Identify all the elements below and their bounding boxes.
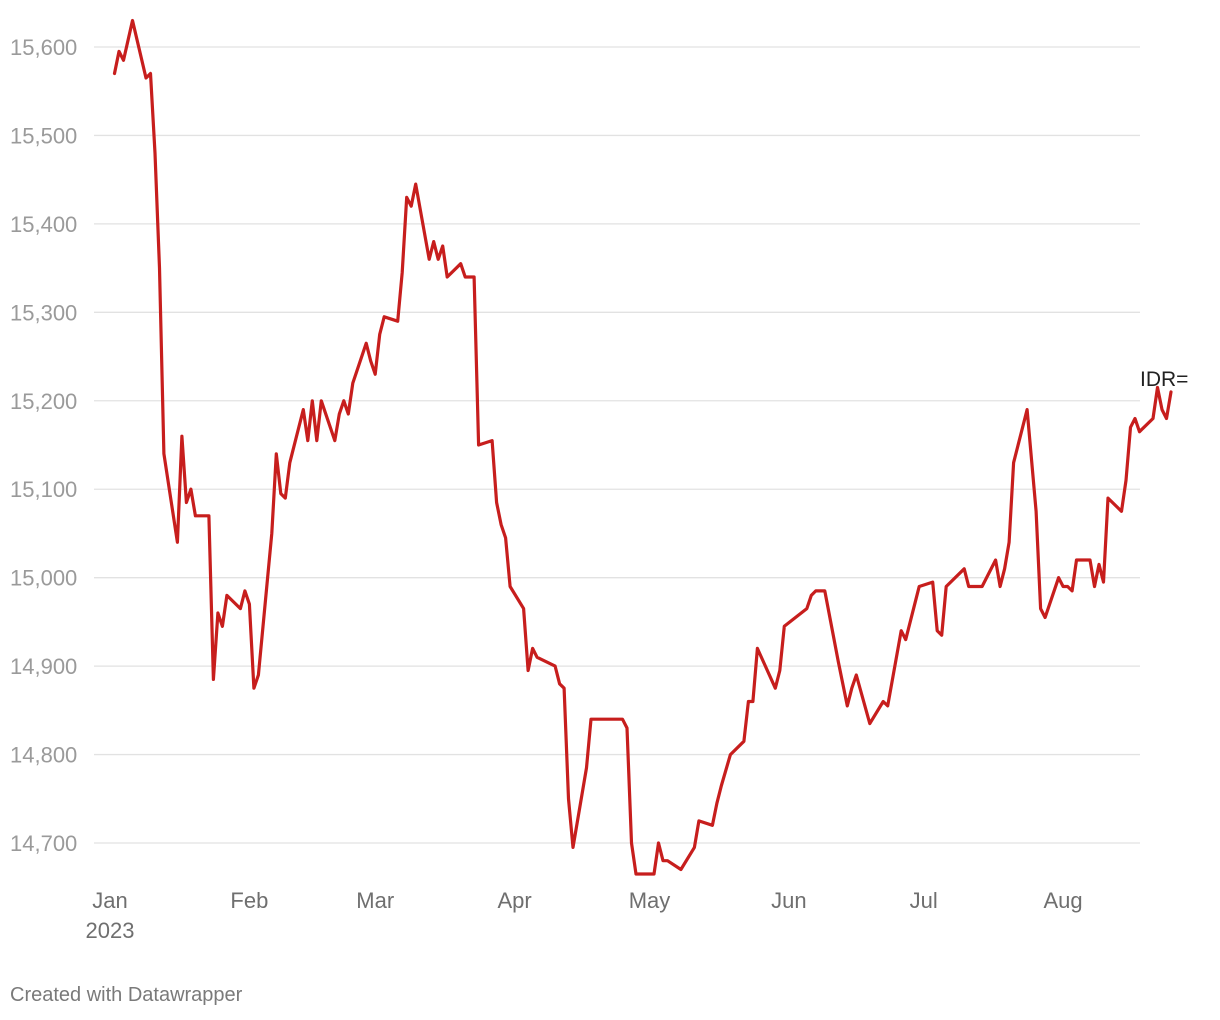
gridlines xyxy=(94,46,1140,844)
x-tick-label: Mar xyxy=(356,888,394,913)
x-tick-label: Apr xyxy=(497,888,531,913)
series-lines xyxy=(112,18,1173,876)
y-tick-label: 14,900 xyxy=(10,654,77,679)
y-tick-label: 14,700 xyxy=(10,831,77,856)
y-tick-label: 15,200 xyxy=(10,389,77,414)
y-tick-label: 15,400 xyxy=(10,212,77,237)
x-tick-sublabel: 2023 xyxy=(86,918,135,943)
x-tick-label: Jan xyxy=(92,888,127,913)
credit-text: Created with Datawrapper xyxy=(10,984,243,1006)
series-line xyxy=(112,18,1173,876)
y-tick-label: 15,500 xyxy=(10,123,77,148)
series-label: IDR= xyxy=(1140,368,1188,391)
y-tick-label: 15,100 xyxy=(10,477,77,502)
x-axis-tick-labels: Jan 2023 Feb Mar Apr May Jun Jul Aug xyxy=(86,888,1083,943)
x-tick-label: Jul xyxy=(910,888,938,913)
x-tick-label: Feb xyxy=(230,888,268,913)
x-tick-label: Aug xyxy=(1043,888,1082,913)
y-tick-label: 15,600 xyxy=(10,35,77,60)
y-tick-label: 15,000 xyxy=(10,566,77,591)
y-axis-tick-labels: 14,700 14,800 14,900 15,000 15,100 15,200 15,3… xyxy=(10,35,77,856)
x-tick-label: May xyxy=(629,888,671,913)
series-labels: IDR= xyxy=(1140,368,1188,391)
x-tick-label: Jun xyxy=(771,888,806,913)
y-tick-label: 15,300 xyxy=(10,300,77,325)
y-tick-label: 14,800 xyxy=(10,743,77,768)
